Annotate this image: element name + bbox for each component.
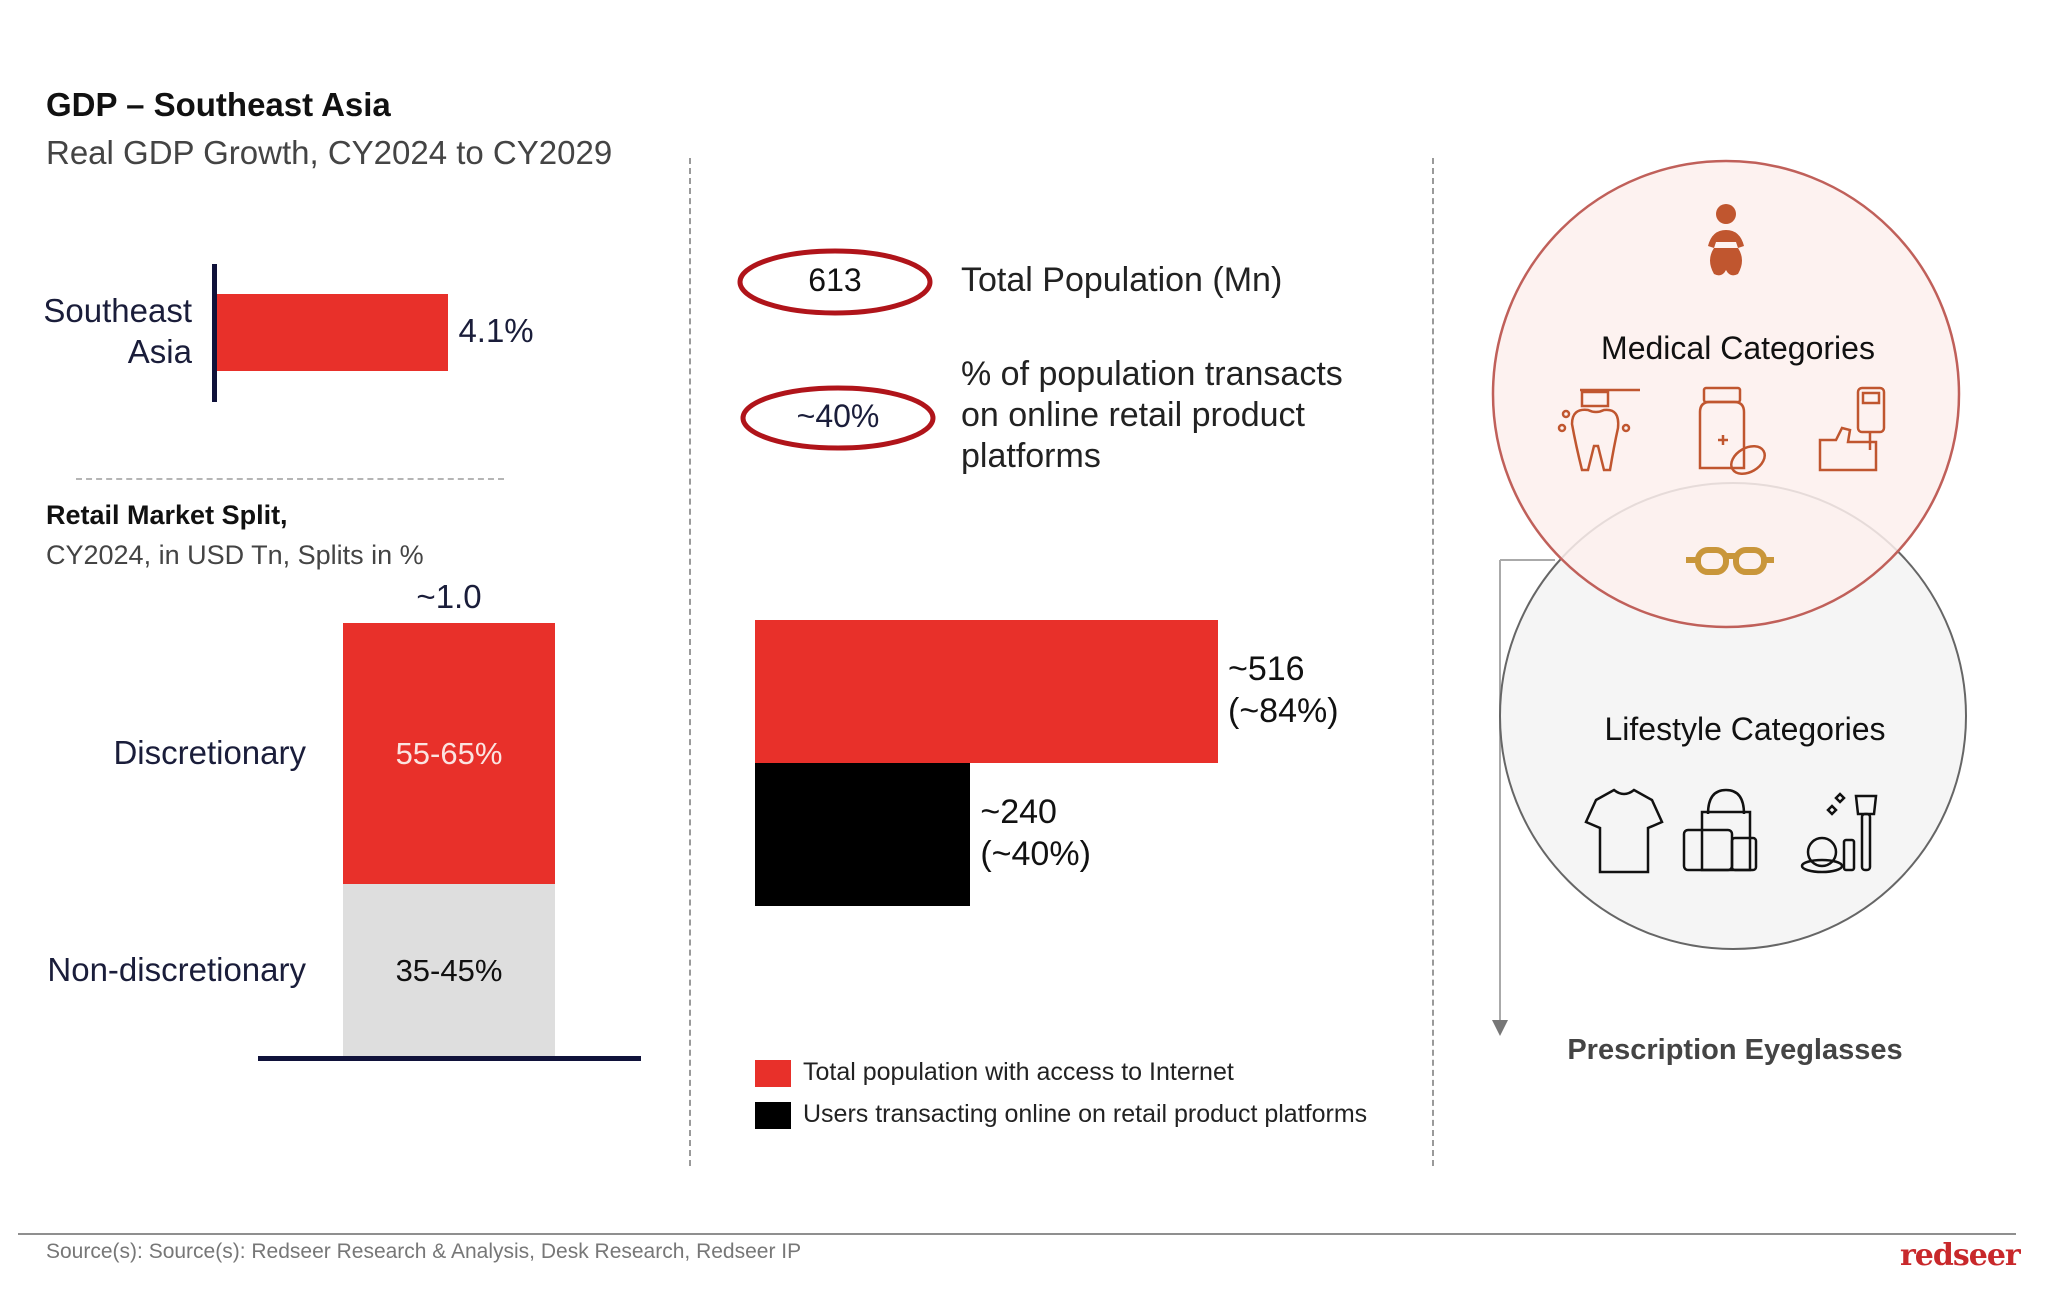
- legend-label-internet-access: Total population with access to Internet: [803, 1058, 1234, 1086]
- retail-segment-non-discretionary-label: Non-discretionary: [47, 951, 306, 988]
- retail-split-title: Retail Market Split,: [46, 500, 288, 530]
- internet-access-bar: [755, 620, 1218, 763]
- tshirt-icon: [1584, 788, 1664, 874]
- legend-label-online-transacting: Users transacting online on retail produ…: [803, 1100, 1368, 1128]
- gdp-category-line-2: Asia: [127, 333, 192, 370]
- legend-swatch-online-transacting: [755, 1102, 791, 1129]
- online-share-description: % of population transacts on online reta…: [961, 354, 1343, 477]
- retail-segment-discretionary: 55-65%: [343, 623, 555, 884]
- gdp-axis: [212, 264, 217, 402]
- left-section-divider: [76, 478, 504, 480]
- retail-segment-discretionary-value: 55-65%: [395, 735, 503, 771]
- venn-diagram: [1491, 159, 1967, 1036]
- retail-segment-non-discretionary: 35-45%: [343, 884, 555, 1058]
- gdp-category-label: Southeast Asia: [30, 290, 192, 372]
- baby-diaper-icon: [1708, 204, 1744, 276]
- online-transacting-bar-label: ~240 (~40%): [980, 791, 1091, 875]
- retail-split-subtitle: CY2024, in USD Tn, Splits in %: [46, 540, 424, 570]
- footer-divider: [18, 1233, 2016, 1235]
- section-divider-right: [1432, 158, 1434, 1166]
- source-note: Source(s): Source(s): Redseer Research &…: [46, 1240, 802, 1263]
- redseer-logo: redseer: [1900, 1238, 2021, 1273]
- glucometer-hand-icon: [1818, 386, 1886, 472]
- population-value: 613: [808, 262, 862, 298]
- page-subtitle: Real GDP Growth, CY2024 to CY2029: [46, 134, 613, 171]
- retail-baseline: [258, 1056, 641, 1061]
- retail-segment-non-discretionary-value: 35-45%: [395, 953, 503, 988]
- retail-total-label: ~1.0: [416, 578, 482, 615]
- online-share-description-line-3: platforms: [961, 437, 1101, 475]
- gdp-category-line-1: Southeast: [43, 292, 192, 329]
- cosmetics-icon: [1800, 792, 1878, 874]
- online-share-oval: [740, 385, 936, 451]
- online-transacting-value: ~240: [980, 793, 1057, 831]
- prescription-eyeglasses-label: Prescription Eyeglasses: [1567, 1034, 1903, 1066]
- tooth-brush-icon: [1557, 388, 1640, 472]
- arrow-down-icon: [1492, 1020, 1508, 1036]
- internet-access-share: (~84%): [1228, 692, 1339, 730]
- internet-access-value: ~516: [1228, 650, 1305, 688]
- medical-circle: [1491, 159, 1961, 629]
- online-share-description-line-2: on online retail product: [961, 396, 1306, 434]
- gdp-value-label: 4.1%: [458, 312, 534, 349]
- medicine-bottle-pills-icon: [1698, 386, 1766, 475]
- gdp-bar-southeast-asia: [217, 294, 449, 371]
- medical-categories-label: Medical Categories: [1601, 330, 1875, 366]
- online-share-value: ~40%: [796, 398, 880, 434]
- eyeglasses-icon: [1686, 547, 1774, 575]
- section-divider-left: [689, 158, 691, 1166]
- retail-segment-discretionary-label: Discretionary: [113, 733, 306, 771]
- page-title: GDP – Southeast Asia: [46, 86, 391, 123]
- population-oval: [737, 248, 933, 316]
- legend-swatch-internet-access: [755, 1060, 791, 1087]
- online-share-description-line-1: % of population transacts: [961, 355, 1343, 393]
- online-transacting-bar: [755, 763, 971, 906]
- population-description: Total Population (Mn): [961, 261, 1283, 299]
- lifestyle-categories-label: Lifestyle Categories: [1604, 711, 1886, 747]
- internet-access-bar-label: ~516 (~84%): [1228, 648, 1339, 732]
- handbag-price-tag-icon: [1682, 788, 1758, 872]
- online-transacting-share: (~40%): [980, 835, 1091, 873]
